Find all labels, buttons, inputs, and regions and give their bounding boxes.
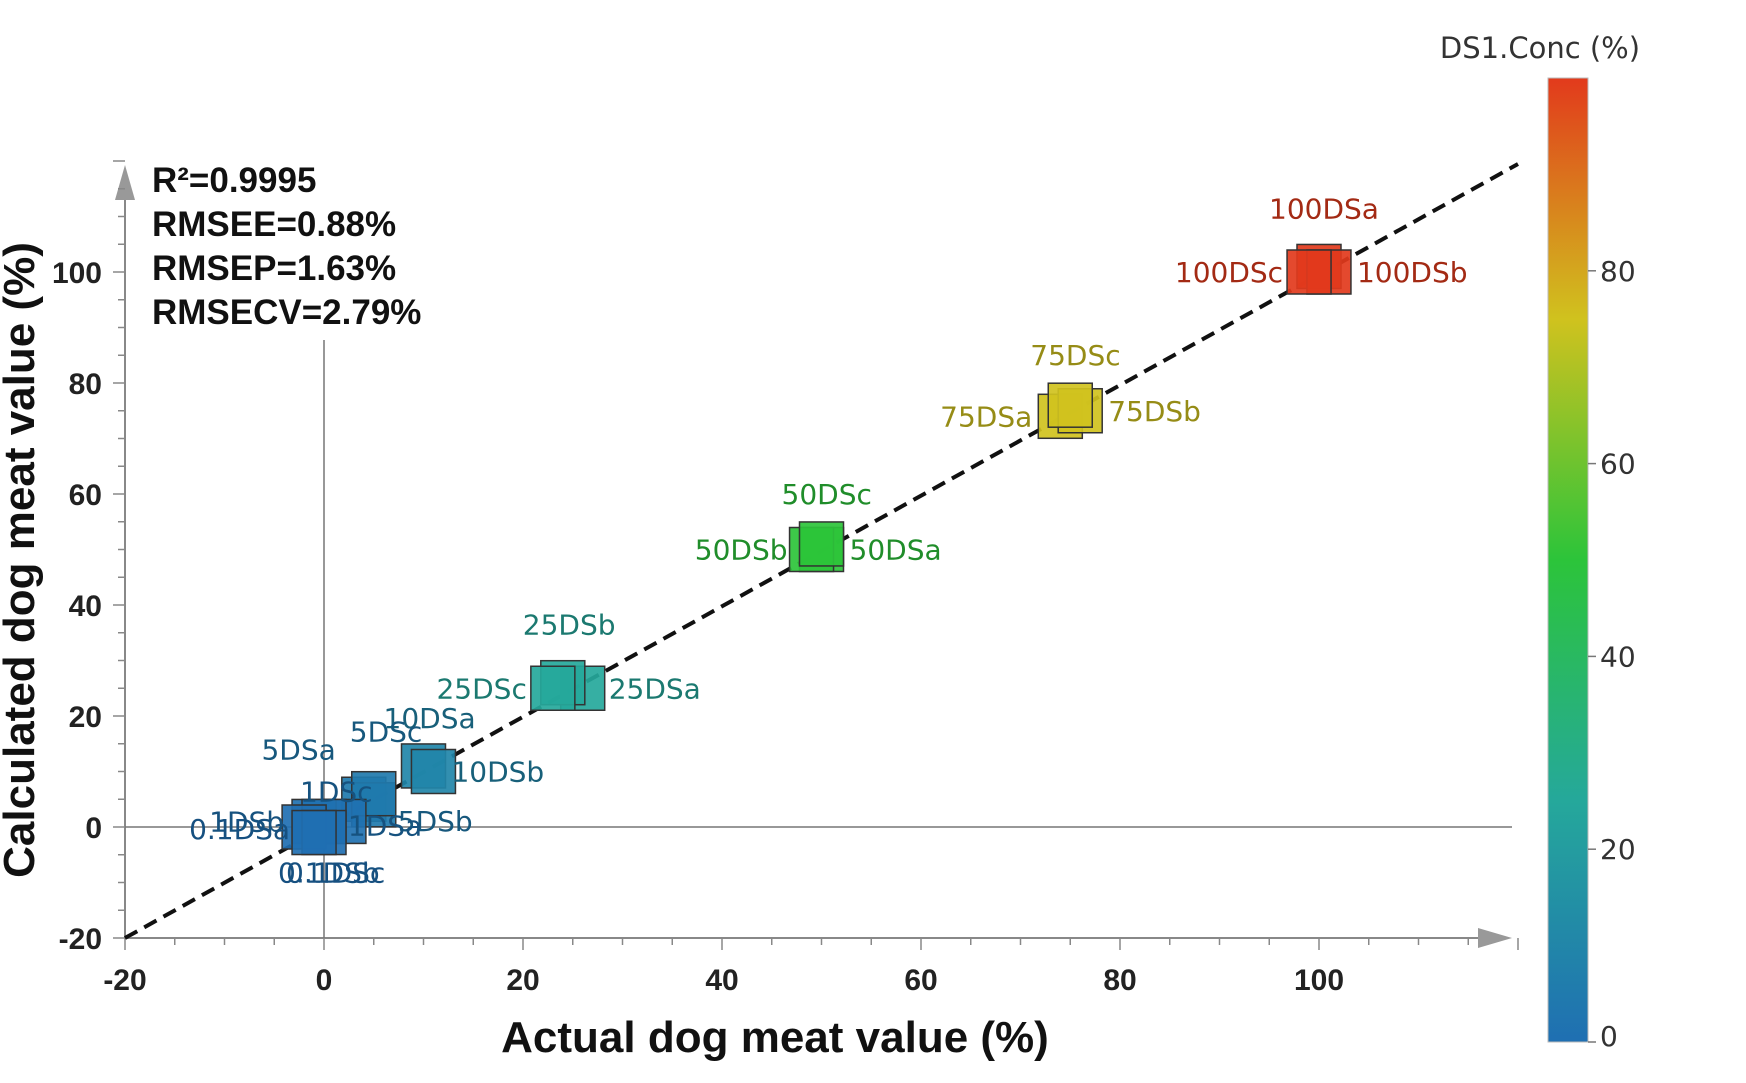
colorbar-title: DS1.Conc (%) <box>1440 31 1640 65</box>
point-label-100dsa: 100DSa <box>1269 192 1379 225</box>
point-label-25dsb: 25DSb <box>523 609 616 642</box>
colorbar-tick-label: 60 <box>1600 448 1636 481</box>
x-tick-label: 40 <box>705 964 738 997</box>
y-tick-label: 60 <box>69 479 102 512</box>
point-label-25dsa: 25DSa <box>609 672 701 705</box>
data-point-25dsc[interactable] <box>530 665 576 711</box>
y-tick-label: 100 <box>52 257 102 290</box>
y-tick-label: 20 <box>69 701 102 734</box>
colorbar-tick-label: 80 <box>1600 255 1636 288</box>
colorbar-gradient <box>1547 77 1589 1043</box>
point-label-10dsa: 10DSa <box>384 702 476 735</box>
point-label-5dsa: 5DSa <box>261 733 335 766</box>
x-tick-label: 80 <box>1103 964 1136 997</box>
point-label-0-1dsc: 0.1DSc <box>286 857 385 890</box>
point-label-75dsa: 75DSa <box>940 400 1032 433</box>
x-axis-arrow-icon <box>1478 928 1512 948</box>
data-points <box>281 243 1352 856</box>
point-label-75dsc: 75DSc <box>1030 339 1120 372</box>
point-label-50dsa: 50DSa <box>850 534 942 567</box>
stat-rmsee: RMSEE=0.88% <box>152 205 396 244</box>
stat-rmsecv: RMSECV=2.79% <box>152 293 421 332</box>
point-label-50dsb: 50DSb <box>695 534 788 567</box>
point-label-1dsa: 1DSa <box>348 809 422 842</box>
x-tick-label: 0 <box>316 964 333 997</box>
x-tick-labels: -20 0 20 40 60 80 100 <box>103 964 1344 997</box>
colorbar: DS1.Conc (%) 0 20 40 60 80 <box>1440 31 1640 1053</box>
y-tick-label: 0 <box>85 812 102 845</box>
data-point-0-1dsc[interactable] <box>291 809 337 856</box>
stats-annotation: R²=0.9995 RMSEE=0.88% RMSEP=1.63% RMSECV… <box>152 161 421 332</box>
x-tick-label: 60 <box>904 964 937 997</box>
point-label-5dsc: 5DSc <box>350 716 423 749</box>
point-label-100dsb: 100DSb <box>1357 256 1468 289</box>
colorbar-tick-label: 0 <box>1600 1020 1618 1053</box>
point-label-25dsc: 25DSc <box>436 672 526 705</box>
data-point-10dsb[interactable] <box>410 748 457 795</box>
point-label-0-1dsa: 0.1DSa <box>189 813 290 846</box>
y-axis-title: Calculated dog meat value (%) <box>0 242 44 878</box>
x-axis-title: Actual dog meat value (%) <box>501 1013 1049 1062</box>
x-tick-label: 20 <box>506 964 539 997</box>
data-point-75dsc[interactable] <box>1047 382 1093 428</box>
data-point-100dsc[interactable] <box>1286 249 1332 295</box>
point-label-75dsb: 75DSb <box>1108 395 1201 428</box>
minor-ticks <box>113 160 1569 950</box>
data-point-50dsc[interactable] <box>798 521 845 567</box>
stat-r2: R²=0.9995 <box>152 161 316 200</box>
point-label-1dsc: 1DSc <box>300 775 373 808</box>
colorbar-tick-label: 40 <box>1600 640 1636 673</box>
y-axis-arrow-icon <box>115 165 135 200</box>
colorbar-tick-label: 20 <box>1600 833 1636 866</box>
point-label-50dsc: 50DSc <box>782 478 872 511</box>
y-tick-labels: -20 0 20 40 60 80 100 <box>52 257 102 956</box>
point-labels: 100DSa 100DSb 100DSc 75DSa 75DSb 75DSc 50DSa 50… <box>189 192 1467 889</box>
y-tick-label: -20 <box>59 923 102 956</box>
point-label-0-1dsb: 0.1DSb <box>278 857 380 890</box>
point-label-10dsb: 10DSb <box>451 756 544 789</box>
x-tick-label: -20 <box>103 964 146 997</box>
point-label-5dsb: 5DSb <box>398 805 473 838</box>
y-tick-label: 80 <box>69 368 102 401</box>
colorbar-tick-labels: 0 20 40 60 80 <box>1588 255 1636 1053</box>
x-tick-label: 100 <box>1294 964 1344 997</box>
point-label-1dsb: 1DSb <box>209 805 284 838</box>
y-tick-label: 40 <box>69 590 102 623</box>
stat-rmsep: RMSEP=1.63% <box>152 249 396 288</box>
point-label-100dsc: 100DSc <box>1175 256 1283 289</box>
